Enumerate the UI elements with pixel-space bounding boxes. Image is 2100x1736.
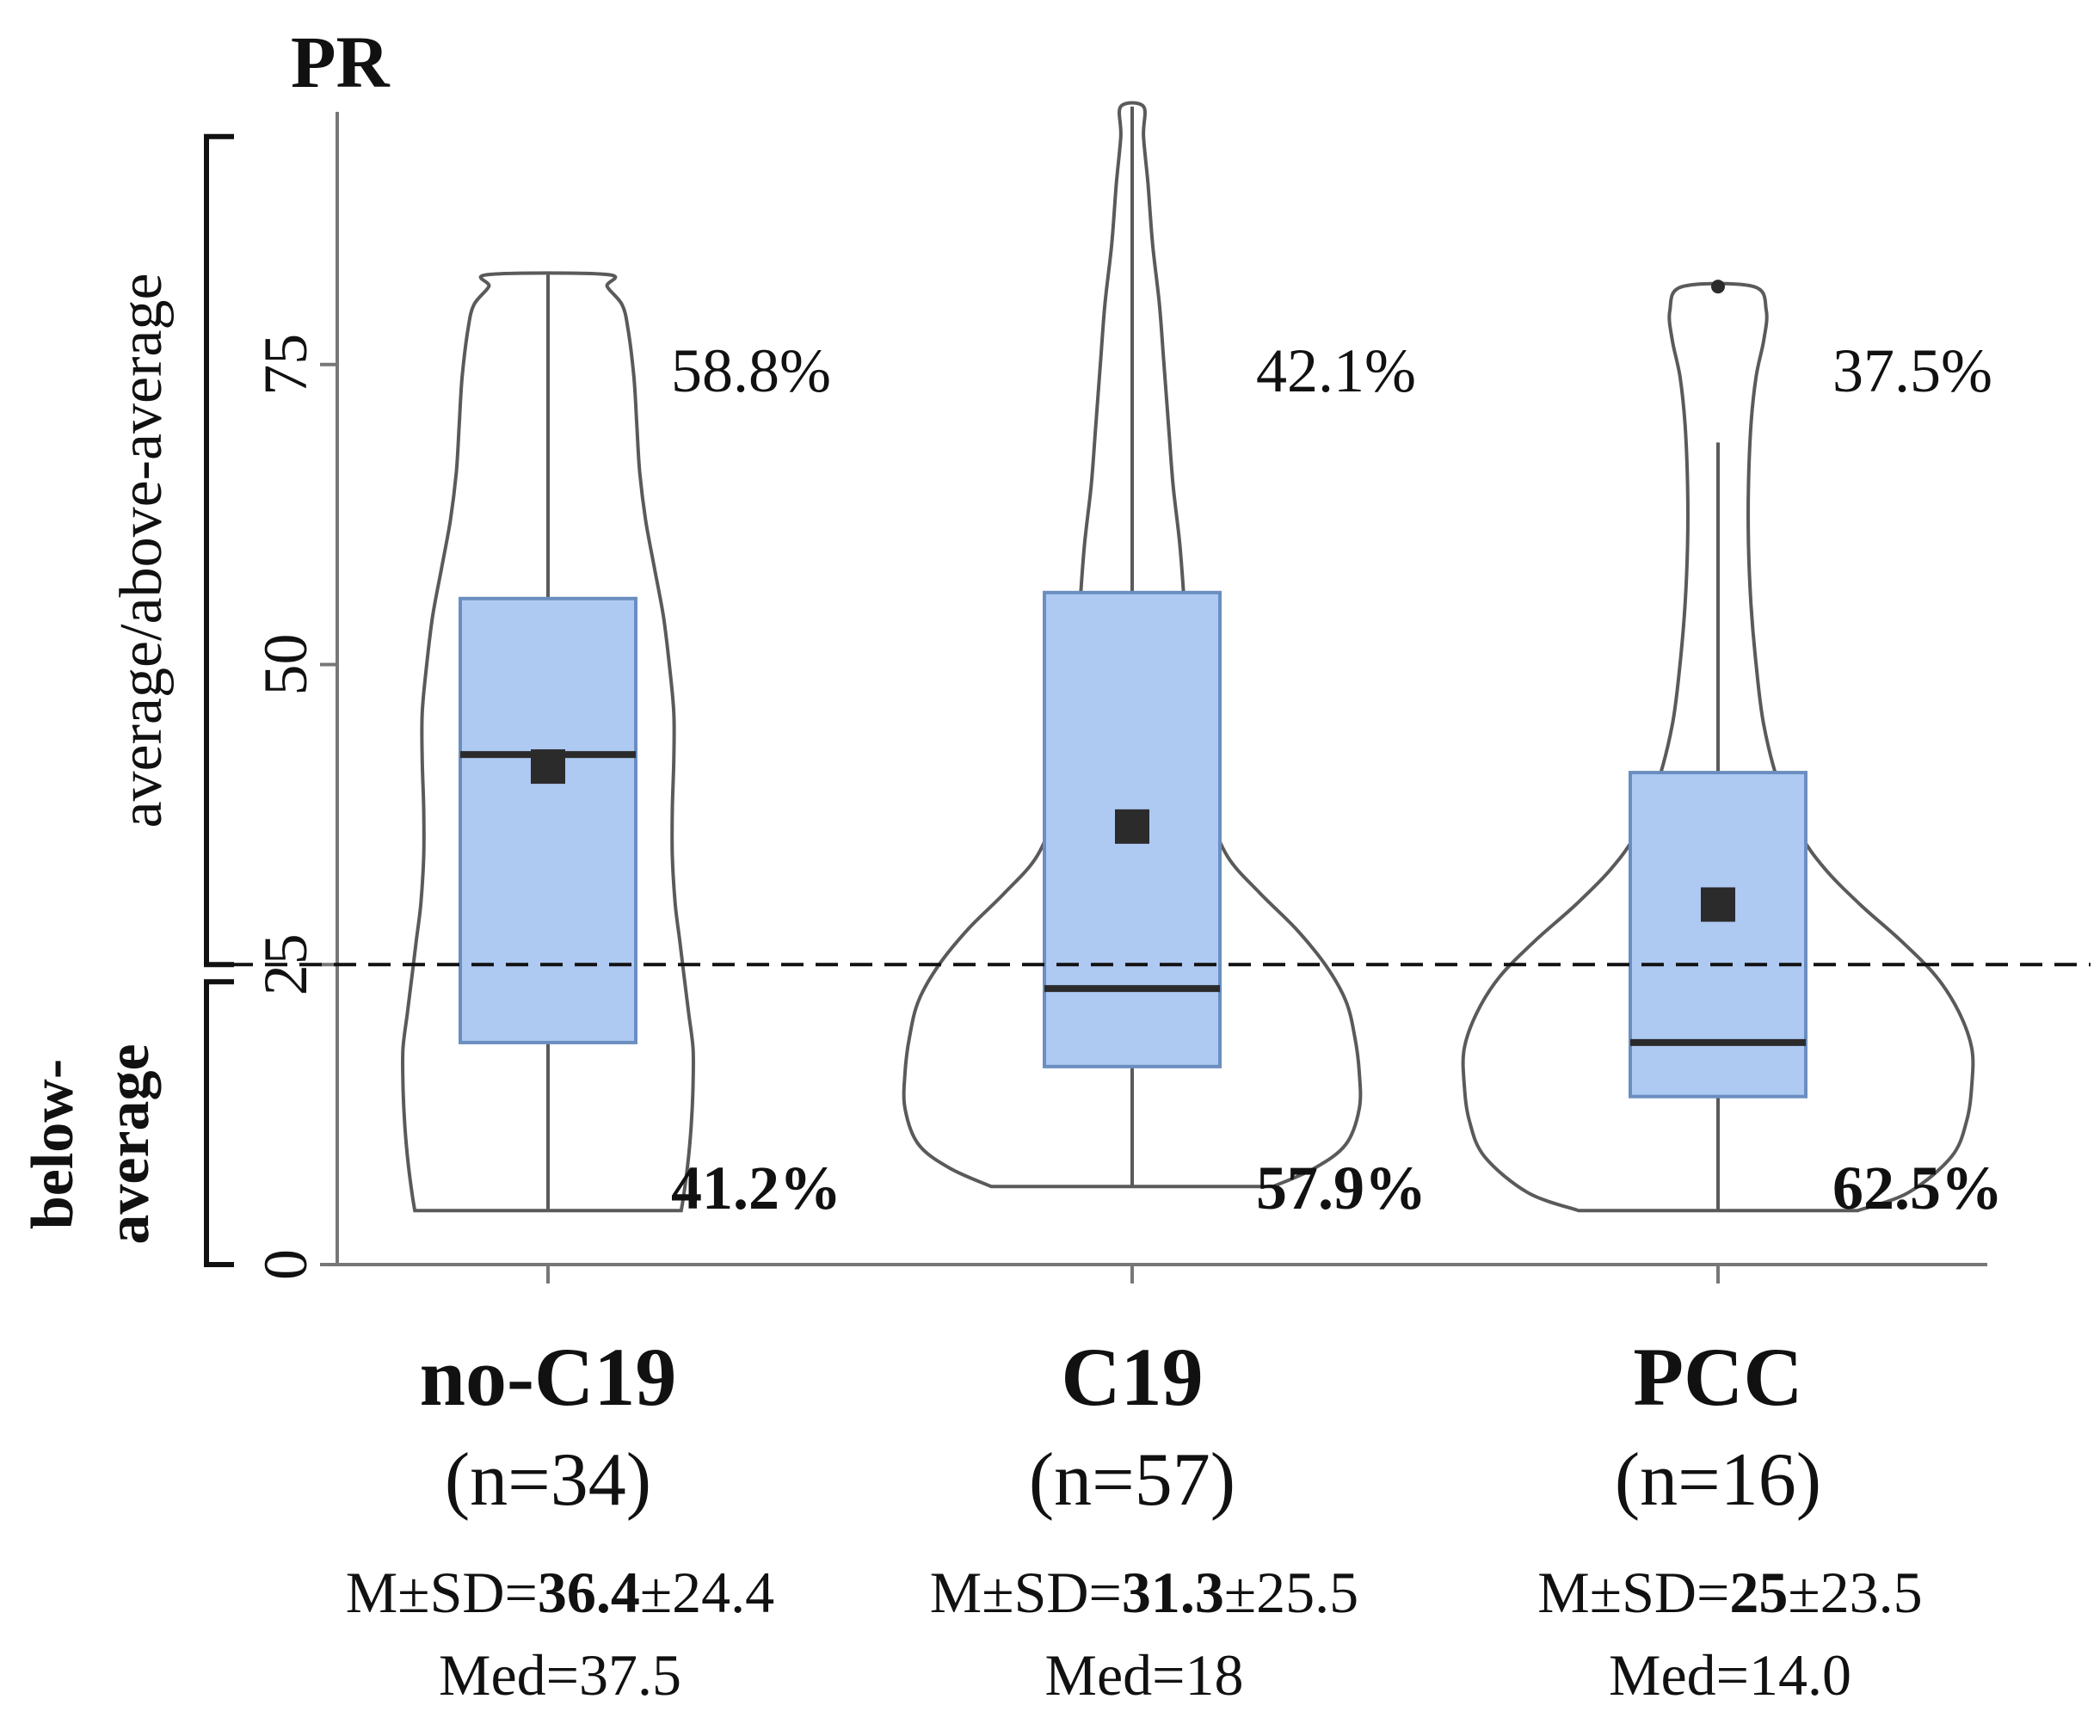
- msd-C19: M±SD=31.3±25.5: [929, 1560, 1359, 1625]
- group-n-no-C19: (n=34): [444, 1438, 652, 1522]
- median-label-no-C19: Med=37.5: [439, 1642, 681, 1708]
- mean-value-PCC: 25: [1729, 1560, 1789, 1625]
- msd-no-C19: M±SD=36.4±24.4: [345, 1560, 775, 1625]
- band-label-upper: average/above-average: [108, 273, 175, 828]
- boxes: [459, 106, 1807, 1211]
- group-n-PCC: (n=16): [1614, 1438, 1822, 1522]
- group-name-PCC: PCC: [1633, 1331, 1803, 1423]
- mean-marker-no-C19: [531, 749, 565, 785]
- pct-below-no-C19: 41.2%: [671, 1154, 841, 1222]
- pct-above-PCC: 37.5%: [1832, 336, 1992, 405]
- mean-marker-C19: [1115, 809, 1149, 844]
- group-name-no-C19: no-C19: [419, 1331, 677, 1423]
- y-tick-label-25: 25: [251, 933, 320, 995]
- msd-PCC: M±SD=25±23.5: [1537, 1560, 1923, 1625]
- violin-C19: [902, 101, 1363, 1189]
- median-label-PCC: Med=14.0: [1609, 1642, 1851, 1708]
- group-n-C19: (n=57): [1028, 1438, 1236, 1522]
- mean-value-C19: 31.3: [1121, 1560, 1224, 1625]
- y-tick-label-0: 0: [251, 1249, 320, 1280]
- y-tick-label-50: 50: [251, 634, 320, 696]
- axes: [204, 112, 1987, 1284]
- pct-below-PCC: 62.5%: [1832, 1154, 2003, 1222]
- bracket-upper: [204, 133, 234, 968]
- mean-marker-PCC: [1701, 887, 1735, 922]
- pct-above-no-C19: 58.8%: [671, 336, 831, 405]
- pct-below-C19: 57.9%: [1256, 1154, 1426, 1222]
- band-label-lower-line1: below-: [20, 1058, 86, 1230]
- band-label-lower-line2: average: [95, 1043, 162, 1245]
- y-tick-label-75: 75: [251, 334, 320, 396]
- violin-no-C19: [400, 271, 696, 1213]
- pct-above-C19: 42.1%: [1256, 336, 1416, 405]
- y-axis-title: PR: [291, 21, 390, 103]
- box-no-C19: [459, 596, 637, 1044]
- median-label-C19: Med=18: [1044, 1642, 1244, 1708]
- mean-value-no-C19: 36.4: [537, 1560, 640, 1625]
- tick-labels: 0 25 50 75: [251, 334, 320, 1280]
- group-name-C19: C19: [1061, 1331, 1204, 1423]
- bracket-lower: [204, 979, 234, 1267]
- box-PCC: [1629, 771, 1807, 1099]
- outlier-PCC-0: [1711, 280, 1725, 294]
